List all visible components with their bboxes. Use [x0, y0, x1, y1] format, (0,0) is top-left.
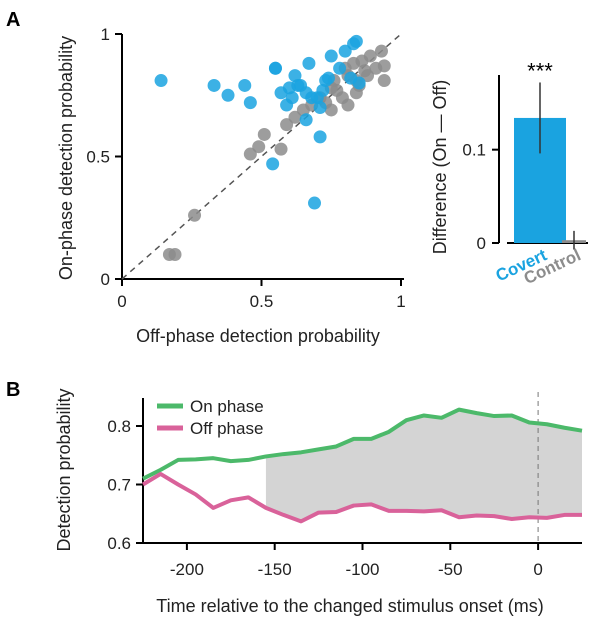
scatter-point — [338, 44, 352, 58]
scatter-point — [274, 142, 288, 156]
line-y-tick-label: 0.6 — [107, 534, 131, 553]
scatter-point — [288, 69, 302, 83]
scatter-x-label: Off-phase detection probability — [136, 326, 380, 346]
scatter-y-label: On-phase detection probability — [56, 36, 76, 280]
line-x-tick-label: -50 — [438, 560, 463, 579]
scatter-point — [316, 83, 330, 97]
scatter-point — [313, 101, 327, 114]
scatter-point — [333, 61, 347, 75]
scatter-point — [280, 118, 294, 132]
scatter-point — [243, 147, 257, 161]
scatter-point — [374, 44, 388, 58]
line-x-tick-label: -150 — [258, 560, 292, 579]
significance-shading — [265, 409, 582, 522]
scatter-point — [288, 110, 302, 124]
bar-chart: Difference (On — Off) 00.1 CovertControl… — [430, 58, 588, 288]
panel-b-letter: B — [6, 379, 20, 401]
scatter-point — [313, 130, 327, 144]
scatter-y-tick-label: 0 — [101, 270, 110, 289]
scatter-point — [154, 74, 168, 88]
line-y-tick-label: 0.7 — [107, 476, 131, 495]
scatter-point — [257, 127, 271, 141]
line-y-tick-label: 0.8 — [107, 417, 131, 436]
scatter-x-tick-label: 1 — [396, 292, 405, 311]
line-x-tick-label: -100 — [345, 560, 379, 579]
line-x-label: Time relative to the changed stimulus on… — [156, 596, 544, 616]
scatter-point — [252, 140, 266, 154]
scatter-point — [319, 74, 333, 88]
scatter-point — [344, 71, 358, 85]
scatter-point — [268, 61, 282, 75]
series-line-off-phase — [141, 471, 582, 524]
scatter-point — [266, 157, 280, 171]
scatter-point — [377, 59, 391, 73]
scatter-point — [299, 113, 313, 127]
scatter-point — [363, 49, 377, 63]
scatter-x-tick-label: 0 — [117, 292, 126, 311]
line-chart: Time relative to the changed stimulus on… — [54, 388, 583, 616]
panel-a-letter: A — [6, 9, 20, 31]
scatter-point — [207, 78, 221, 92]
line-x-tick-label: 0 — [533, 560, 542, 579]
legend-label: On phase — [190, 397, 264, 416]
scatter-point — [188, 208, 202, 222]
scatter-point — [243, 96, 257, 110]
scatter-point — [285, 91, 299, 105]
line-x-tick-label: -200 — [170, 560, 204, 579]
bar-y-tick-label: 0 — [477, 234, 486, 253]
scatter-point — [349, 34, 363, 48]
bar-y-tick-label: 0.1 — [462, 141, 486, 160]
scatter-plot: Off-phase detection probability On-phase… — [56, 25, 406, 346]
bar-y-label: Difference (On — Off) — [430, 80, 450, 254]
scatter-point — [324, 103, 338, 117]
scatter-x-tick-label: 0.5 — [250, 292, 274, 311]
legend-label: Off phase — [190, 419, 263, 438]
significance-marker: *** — [527, 58, 553, 83]
scatter-point — [221, 88, 235, 102]
scatter-point — [302, 56, 316, 70]
scatter-point — [308, 196, 322, 210]
scatter-y-tick-label: 0.5 — [86, 148, 110, 167]
series-line-on-phase — [142, 407, 583, 481]
scatter-point — [324, 49, 338, 63]
scatter-y-tick-label: 1 — [101, 25, 110, 44]
scatter-point — [238, 78, 252, 92]
scatter-point — [361, 69, 375, 83]
scatter-point — [377, 74, 391, 88]
line-y-label: Detection probability — [54, 388, 74, 551]
scatter-point — [341, 98, 355, 112]
scatter-point — [282, 81, 296, 95]
scatter-point — [168, 248, 182, 261]
